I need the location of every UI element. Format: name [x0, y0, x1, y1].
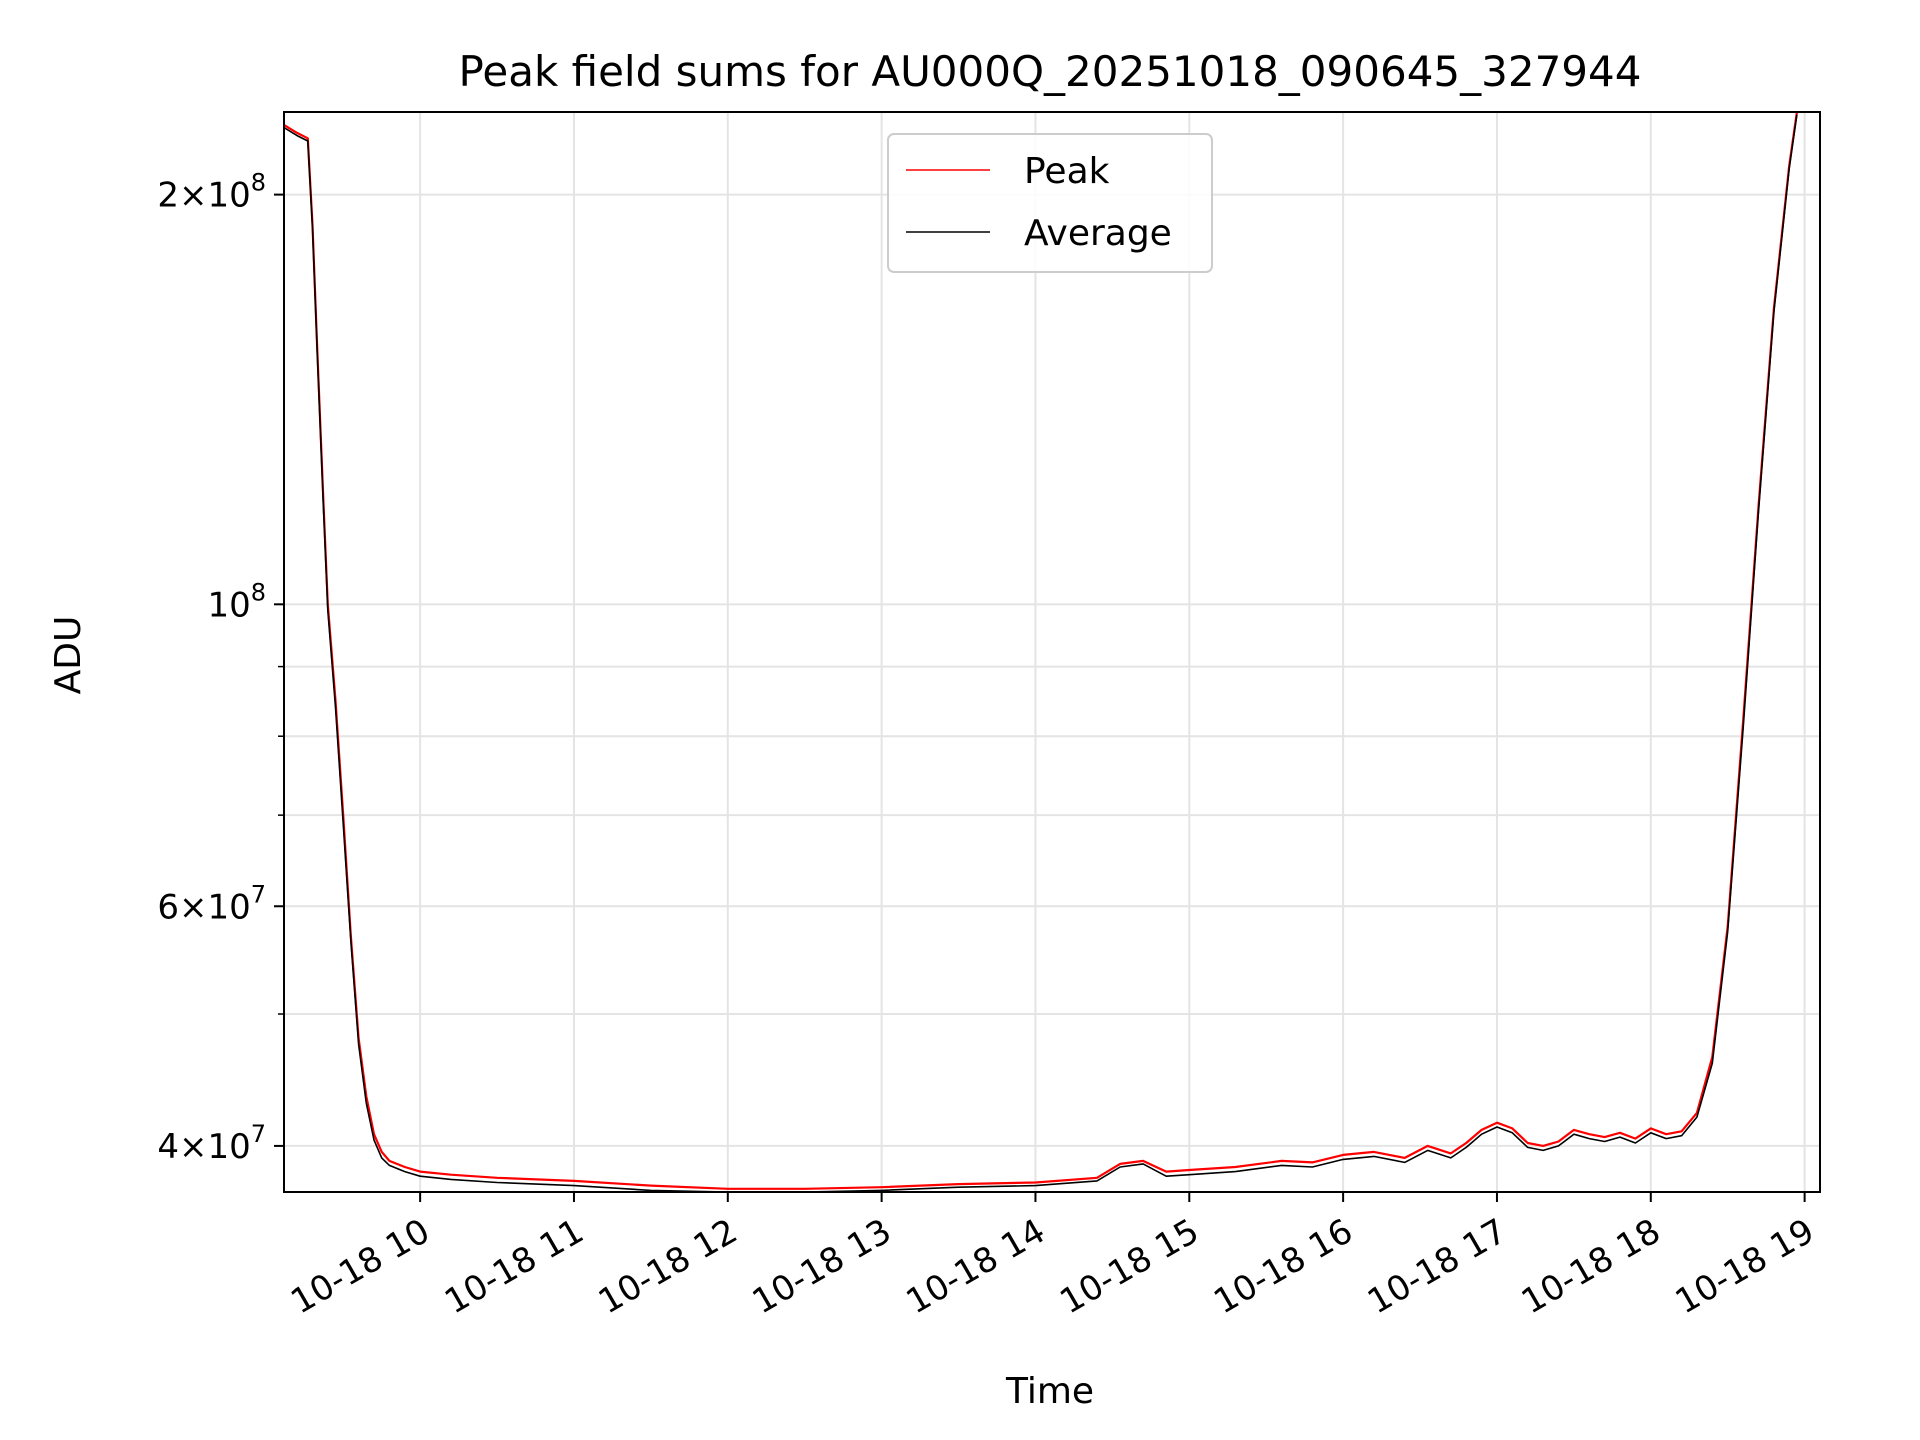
- y-tick-label-base: 6×10: [157, 887, 250, 927]
- series-line-average: [284, 114, 1798, 1192]
- legend-box: [887, 133, 1213, 273]
- series-layer: [284, 112, 1798, 1192]
- y-tick-label-base: 2×10: [157, 176, 250, 216]
- legend-average-label: Average: [1024, 213, 1172, 254]
- y-tick-label: 6×107: [157, 880, 266, 927]
- y-tick-label: 4×107: [157, 1120, 266, 1167]
- y-tick-label-exponent: 8: [251, 169, 266, 197]
- chart-title: Peak field sums for AU000Q_20251018_0906…: [459, 47, 1642, 96]
- plot-frame: [283, 111, 1821, 1193]
- y-tick-label-exponent: 7: [251, 880, 266, 908]
- series-line-peak: [284, 112, 1798, 1190]
- legend: Peak Average: [887, 133, 1213, 273]
- y-tick-label-base: 4×10: [157, 1127, 250, 1167]
- x-axis-title: Time: [1005, 1371, 1094, 1412]
- legend-peak-label: Peak: [1024, 151, 1110, 192]
- y-tick-label-base: 10: [207, 585, 250, 625]
- y-axis-title: ADU: [48, 616, 89, 695]
- y-tick-label-exponent: 7: [251, 1120, 266, 1148]
- y-tick-label-exponent: 8: [251, 578, 266, 606]
- y-tick-label: 2×108: [157, 169, 266, 216]
- y-tick-label: 108: [207, 578, 266, 625]
